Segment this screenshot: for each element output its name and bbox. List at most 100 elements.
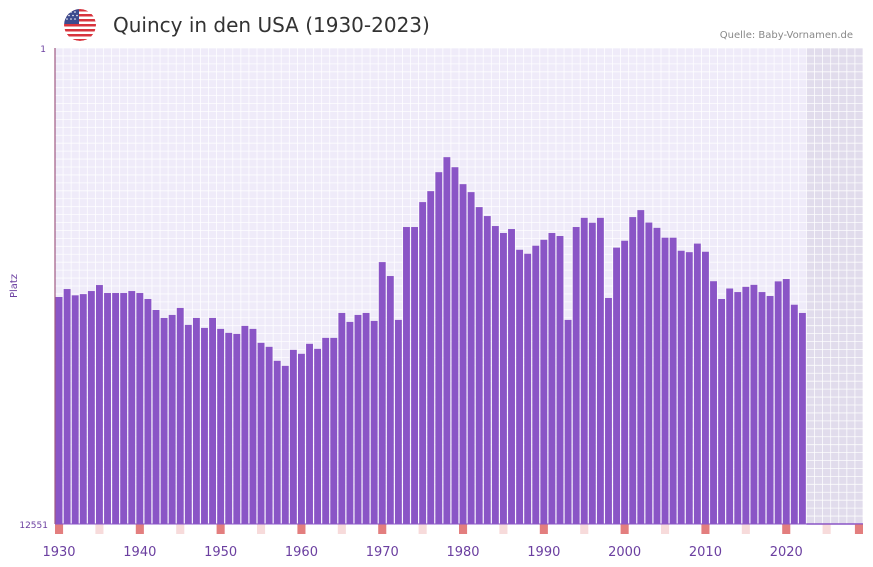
bar-1932 [71, 295, 79, 524]
bar-1962 [314, 348, 322, 524]
bar-1947 [192, 317, 200, 524]
chart-title: Quincy in den USA (1930-2023) [113, 13, 430, 37]
bar-2003 [645, 222, 653, 525]
bar-1931 [63, 289, 71, 524]
usa-flag-icon [64, 9, 96, 41]
bar-2022 [798, 312, 806, 524]
bar-1969 [370, 320, 378, 524]
bar-1979 [451, 167, 459, 524]
bar-1956 [265, 346, 273, 524]
bar-1992 [556, 236, 564, 525]
decade-marker-1960 [297, 524, 306, 534]
decade-marker-1955 [257, 524, 266, 534]
bar-1954 [249, 328, 257, 524]
bar-1967 [354, 314, 362, 524]
bar-1970 [378, 262, 386, 524]
decade-marker-2015 [741, 524, 750, 534]
x-tick-label-2010: 2010 [689, 545, 722, 560]
bar-2010 [702, 251, 709, 524]
y-axis-label: Platz [9, 274, 20, 298]
bar-1935 [96, 285, 103, 524]
bar-1980 [459, 184, 467, 525]
bar-1952 [233, 333, 241, 524]
decade-marker-1980 [459, 524, 468, 534]
bar-1965 [338, 312, 346, 524]
bar-1942 [152, 309, 160, 524]
bar-2015 [742, 286, 750, 524]
x-tick-label-1930: 1930 [42, 545, 75, 560]
bar-2008 [685, 252, 693, 524]
bar-1940 [136, 293, 144, 524]
bar-1983 [483, 216, 491, 524]
bar-1933 [79, 294, 87, 524]
decade-marker-1950 [216, 524, 225, 534]
decade-marker-end [854, 524, 863, 534]
bar-1949 [209, 317, 216, 524]
decade-marker-1975 [418, 524, 427, 534]
bar-1959 [289, 349, 297, 524]
bar-2006 [669, 237, 677, 524]
decade-marker-1990 [539, 524, 548, 534]
bar-1986 [508, 229, 515, 524]
decade-marker-2000 [620, 524, 629, 534]
y-tick-label-top: 1 [40, 45, 46, 55]
x-tick-label-1970: 1970 [366, 545, 399, 560]
decade-marker-1995 [580, 524, 589, 534]
bar-2019 [774, 281, 782, 524]
bar-1987 [516, 249, 524, 524]
bar-1950 [217, 328, 225, 524]
bar-2005 [661, 237, 669, 524]
decade-marker-2010 [701, 524, 710, 534]
bar-1989 [532, 245, 540, 524]
bar-1938 [120, 293, 128, 524]
bar-2009 [693, 243, 701, 524]
bar-1984 [491, 226, 499, 524]
bar-1951 [225, 332, 233, 524]
bar-1930 [55, 296, 63, 524]
bar-2021 [790, 304, 798, 524]
bar-1977 [435, 172, 443, 524]
bar-2014 [734, 292, 742, 524]
decade-marker-2020 [782, 524, 791, 534]
bar-1955 [257, 342, 265, 524]
bar-1999 [613, 247, 620, 524]
decade-marker-1985 [499, 524, 508, 534]
bar-1957 [273, 360, 281, 524]
bar-2012 [718, 299, 726, 524]
x-tick-label-1980: 1980 [446, 545, 479, 560]
decade-marker-1930 [55, 524, 64, 534]
source-credit: Quelle: Baby-Vornamen.de [719, 30, 853, 41]
x-tick-label-1940: 1940 [123, 545, 156, 560]
bar-1972 [394, 319, 402, 524]
bar-1995 [580, 217, 588, 524]
decade-marker-1945 [176, 524, 185, 534]
x-tick-label-1990: 1990 [527, 545, 560, 560]
bar-1996 [588, 222, 596, 525]
x-tick-label-2020: 2020 [770, 545, 803, 560]
bar-1985 [500, 233, 507, 524]
decade-marker-1970 [378, 524, 387, 534]
bar-2002 [637, 210, 645, 524]
bar-2011 [710, 281, 717, 524]
bar-1993 [564, 319, 572, 524]
bar-1939 [128, 291, 136, 524]
bar-1960 [298, 353, 305, 524]
bar-2013 [726, 288, 734, 524]
bar-2007 [677, 250, 685, 524]
bar-2000 [621, 240, 629, 524]
bar-1944 [168, 314, 176, 524]
x-tick-label-1950: 1950 [204, 545, 237, 560]
decade-marker-2005 [661, 524, 670, 534]
bar-2017 [758, 292, 766, 524]
bar-1943 [160, 317, 168, 524]
bar-1945 [176, 307, 184, 524]
bar-1975 [419, 202, 427, 524]
bar-2001 [629, 217, 637, 525]
bar-1978 [443, 157, 451, 525]
bar-1936 [104, 293, 111, 524]
decade-marker-1935 [95, 524, 104, 534]
bar-1988 [524, 253, 532, 524]
bar-1994 [572, 227, 580, 524]
bar-1941 [144, 299, 152, 524]
bar-1966 [346, 321, 354, 524]
